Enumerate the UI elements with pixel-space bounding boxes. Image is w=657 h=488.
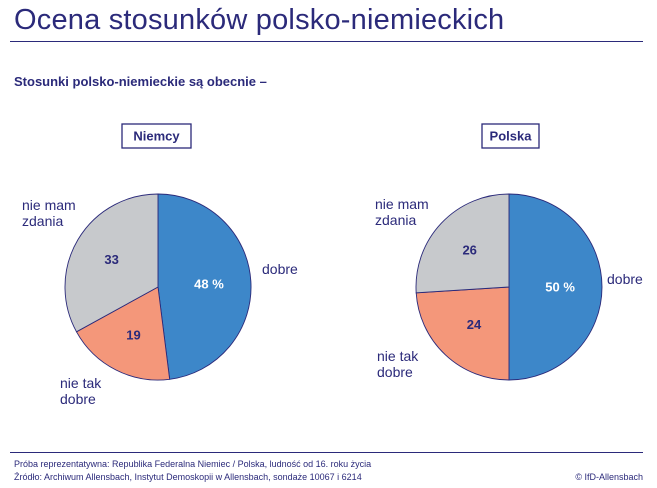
slice-category-label: dobre (262, 261, 298, 277)
page-title: Ocena stosunków polsko-niemieckich (14, 4, 505, 36)
pie-slice-dobre (508, 193, 603, 381)
pie-slice-nie-mam-zdania (64, 193, 159, 333)
pie-slice-nie-tak-dobre (415, 286, 510, 381)
pie-chart-niemcy: Niemcy 48 % dobre 19 nie tak dobre 33 nie mam zd… (22, 123, 298, 407)
pie-slice-dobre (157, 193, 252, 380)
copyright-notice: © IfD-Allensbach (575, 472, 643, 482)
chart-title: Polska (490, 129, 533, 144)
footer-divider (10, 452, 643, 453)
footer-sample-note: Próba reprezentatywna: Republika Federal… (14, 459, 372, 469)
footer-source-note: Źródło: Archiwum Allensbach, Instytut De… (14, 472, 362, 482)
chart-subtitle: Stosunki polsko-niemieckie są obecnie – (14, 74, 267, 89)
slice-value-label: 50 % (545, 280, 575, 295)
slice-value-label: 19 (126, 328, 140, 343)
chart-title: Niemcy (133, 129, 180, 144)
slice-value-label: 24 (467, 317, 482, 332)
slice-value-label: 26 (462, 243, 476, 258)
slice-category-label: nie mam zdania (22, 197, 76, 229)
slice-value-label: 33 (104, 252, 118, 267)
slice-category-label: dobre (607, 271, 643, 287)
slice-value-label: 48 % (194, 276, 224, 291)
title-divider (10, 41, 643, 42)
pie-slice-nie-mam-zdania (415, 193, 510, 294)
slice-category-label: nie tak dobre (60, 375, 102, 407)
chart-title-box (121, 123, 192, 149)
pie-slice-nie-tak-dobre (75, 286, 171, 381)
chart-title-box (481, 123, 540, 149)
pie-chart-polska: Polska 50 % dobre 24 nie tak dobre 26 nie mam zd… (375, 123, 643, 381)
slice-category-label: nie mam zdania (375, 196, 429, 228)
slice-category-label: nie tak dobre (377, 348, 419, 380)
